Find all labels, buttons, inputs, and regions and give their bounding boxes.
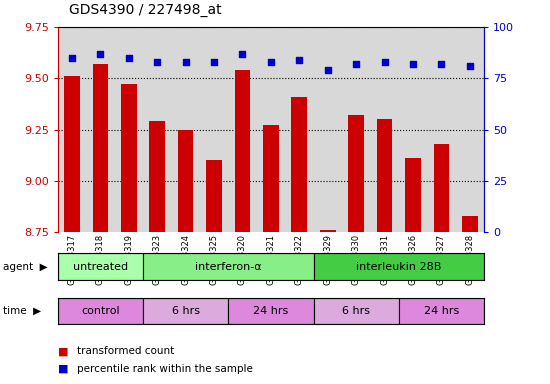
- Text: interleukin 28B: interleukin 28B: [356, 262, 442, 272]
- Bar: [370, 27, 399, 232]
- Bar: [58, 253, 143, 280]
- Bar: [399, 298, 484, 324]
- Point: [210, 59, 218, 65]
- Point: [437, 61, 446, 67]
- Text: 6 hrs: 6 hrs: [172, 306, 200, 316]
- Point: [409, 61, 417, 67]
- Bar: [348, 115, 364, 232]
- Bar: [206, 161, 222, 232]
- Point: [124, 55, 133, 61]
- Bar: [427, 27, 455, 232]
- Bar: [462, 216, 477, 232]
- Point: [465, 63, 474, 69]
- Point: [323, 67, 332, 73]
- Bar: [399, 27, 427, 232]
- Bar: [143, 27, 172, 232]
- Text: ■: ■: [58, 364, 68, 374]
- Bar: [235, 70, 250, 232]
- Text: interferon-α: interferon-α: [195, 262, 262, 272]
- Bar: [58, 298, 143, 324]
- Bar: [178, 129, 194, 232]
- Bar: [92, 64, 108, 232]
- Point: [182, 59, 190, 65]
- Bar: [314, 27, 342, 232]
- Bar: [150, 121, 165, 232]
- Bar: [292, 97, 307, 232]
- Bar: [314, 298, 399, 324]
- Bar: [377, 119, 392, 232]
- Bar: [314, 253, 484, 280]
- Point: [352, 61, 361, 67]
- Text: time  ▶: time ▶: [3, 306, 41, 316]
- Point: [153, 59, 162, 65]
- Bar: [58, 27, 86, 232]
- Text: transformed count: transformed count: [77, 346, 174, 356]
- Bar: [455, 27, 484, 232]
- Point: [238, 51, 247, 57]
- Bar: [405, 158, 421, 232]
- Text: agent  ▶: agent ▶: [3, 262, 47, 272]
- Bar: [433, 144, 449, 232]
- Text: 24 hrs: 24 hrs: [253, 306, 289, 316]
- Bar: [200, 27, 228, 232]
- Bar: [257, 27, 285, 232]
- Bar: [263, 126, 279, 232]
- Bar: [64, 76, 80, 232]
- Point: [96, 51, 104, 57]
- Point: [380, 59, 389, 65]
- Text: ■: ■: [58, 346, 68, 356]
- Bar: [143, 253, 314, 280]
- Text: control: control: [81, 306, 120, 316]
- Text: percentile rank within the sample: percentile rank within the sample: [77, 364, 253, 374]
- Bar: [228, 298, 314, 324]
- Bar: [143, 298, 228, 324]
- Bar: [228, 27, 257, 232]
- Point: [68, 55, 76, 61]
- Bar: [114, 27, 143, 232]
- Bar: [342, 27, 370, 232]
- Bar: [121, 84, 136, 232]
- Bar: [285, 27, 314, 232]
- Text: 6 hrs: 6 hrs: [342, 306, 370, 316]
- Bar: [320, 230, 336, 232]
- Bar: [172, 27, 200, 232]
- Bar: [86, 27, 114, 232]
- Text: GDS4390 / 227498_at: GDS4390 / 227498_at: [69, 3, 221, 17]
- Point: [266, 59, 275, 65]
- Text: untreated: untreated: [73, 262, 128, 272]
- Point: [295, 57, 304, 63]
- Text: 24 hrs: 24 hrs: [424, 306, 459, 316]
